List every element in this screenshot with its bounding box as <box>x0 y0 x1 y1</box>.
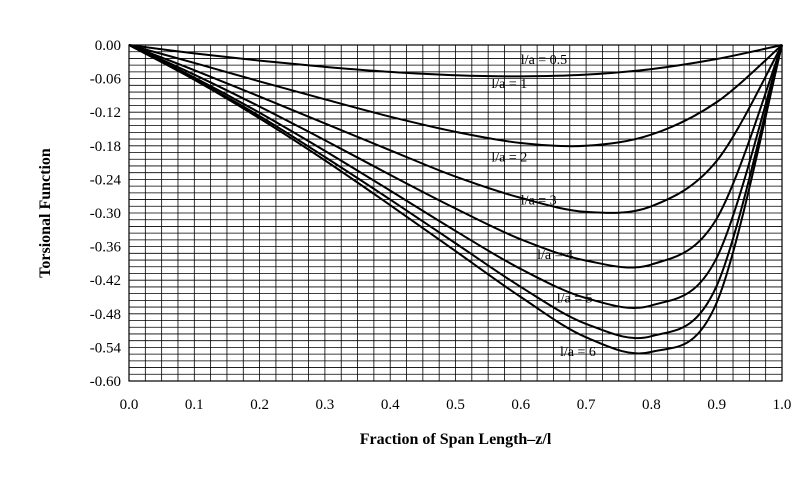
x-tick-label: 0.0 <box>120 397 139 413</box>
x-tick-labels: 0.0 0.1 0.2 0.3 0.4 0.5 0.6 0.7 0.8 0.9 1.0 <box>120 397 792 413</box>
series-line-1 <box>128 44 783 148</box>
y-tick-label: -0.24 <box>90 172 122 188</box>
series-line-0 <box>128 44 783 78</box>
series-line-4 <box>128 44 783 309</box>
y-tick-label: -0.18 <box>90 139 121 155</box>
y-tick-label: -0.42 <box>90 273 121 289</box>
y-tick-label: -0.54 <box>90 340 122 356</box>
x-tick-label: 0.6 <box>511 397 530 413</box>
x-tick-label: 0.2 <box>250 397 269 413</box>
series-line-6 <box>128 44 783 355</box>
x-tick-label: 0.9 <box>707 397 726 413</box>
x-tick-label: 0.3 <box>316 397 335 413</box>
curve-label: l/a = 3 <box>521 194 557 209</box>
y-tick-label: -0.36 <box>90 240 122 256</box>
curve-label: l/a = 0.5 <box>521 53 567 68</box>
grid <box>129 45 782 381</box>
plot-frame <box>128 44 783 382</box>
x-tick-label: 0.8 <box>642 397 661 413</box>
x-tick-label: 0.1 <box>185 397 204 413</box>
curve-label: l/a = 1 <box>491 77 527 92</box>
curve-labels: l/a = 0.5 l/a = 1 l/a = 2 l/a = 3 l/a = 4 l/a… <box>491 53 595 360</box>
curves <box>128 44 783 355</box>
y-tick-label: 0.00 <box>95 38 121 54</box>
curve-label: l/a = 6 <box>560 345 596 360</box>
series-line-5 <box>128 44 783 340</box>
series-line-3 <box>128 44 783 269</box>
y-tick-label: -0.60 <box>90 374 121 390</box>
curve-label: l/a = 5 <box>557 292 593 307</box>
y-axis-title: Torsional Function <box>37 148 54 278</box>
y-tick-label: -0.30 <box>90 206 121 222</box>
y-tick-label: -0.06 <box>90 72 122 88</box>
x-tick-label: 0.5 <box>446 397 465 413</box>
x-tick-label: 0.4 <box>381 397 400 413</box>
x-tick-label: 1.0 <box>773 397 792 413</box>
curve-label: l/a = 4 <box>537 248 573 263</box>
x-axis-title: Fraction of Span Length–z/l <box>360 431 552 448</box>
series-line-2 <box>128 44 783 214</box>
y-tick-label: -0.12 <box>90 105 121 121</box>
y-tick-labels: 0.00 -0.06 -0.12 -0.18 -0.24 -0.30 -0.36 -0.42 -… <box>90 38 122 390</box>
x-tick-label: 0.7 <box>577 397 596 413</box>
y-tick-label: -0.48 <box>90 307 121 323</box>
curve-label: l/a = 2 <box>491 150 527 165</box>
